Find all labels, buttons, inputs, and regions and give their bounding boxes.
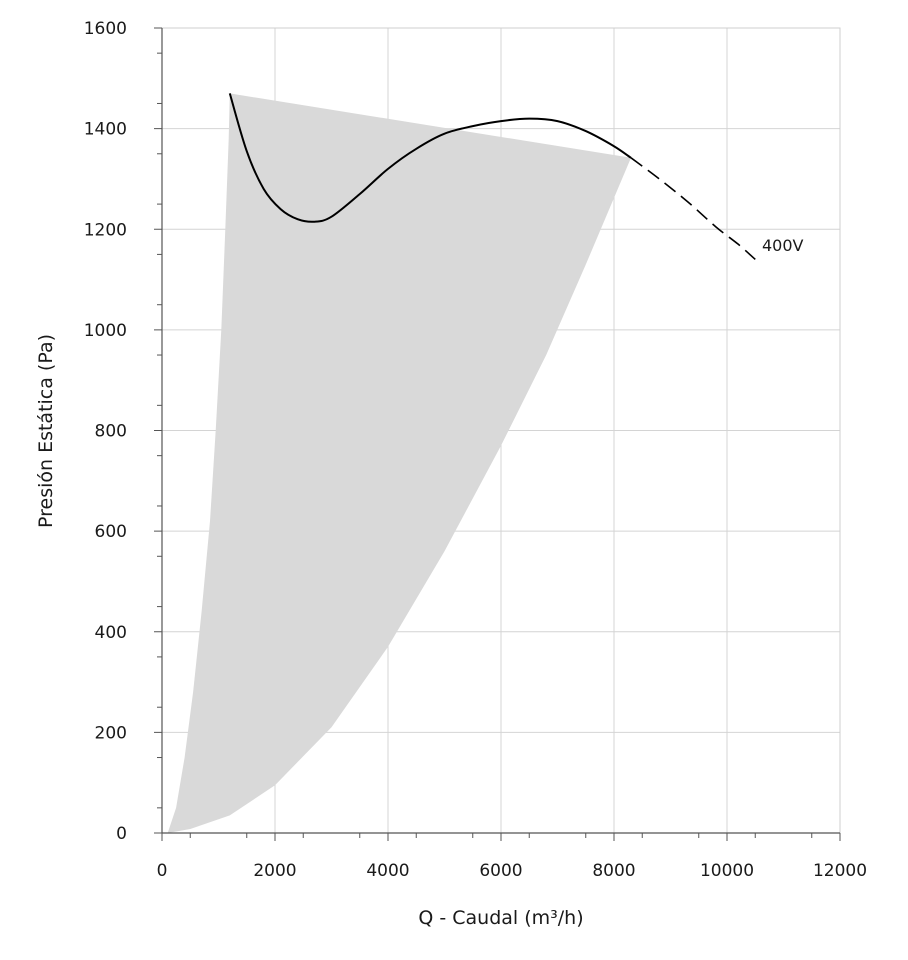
x-tick-label: 0 — [157, 861, 168, 881]
y-axis-title: Presión Estática (Pa) — [35, 334, 57, 528]
y-tick-label: 600 — [95, 522, 127, 542]
y-tick-label: 1400 — [84, 120, 127, 140]
working-area-fill — [167, 93, 631, 833]
y-tick-label: 1600 — [84, 19, 127, 39]
y-tick-label: 1200 — [84, 220, 127, 240]
x-tick-label: 10000 — [700, 861, 754, 881]
y-tick-label: 0 — [116, 824, 127, 844]
y-tick-label: 800 — [95, 422, 127, 442]
x-tick-label: 4000 — [366, 861, 409, 881]
y-axis-ticks: 0 200 400 600 800 1000 1200 1400 1600 — [84, 19, 162, 844]
y-tick-label: 400 — [95, 623, 127, 643]
y-tick-label: 200 — [95, 723, 127, 743]
x-axis-title: Q - Caudal (m³/h) — [418, 907, 583, 929]
series-label-400v: 400V — [762, 236, 804, 255]
working-area — [167, 93, 631, 833]
curve-series — [228, 93, 756, 261]
x-tick-label: 6000 — [479, 861, 522, 881]
x-axis-ticks: 0 2000 4000 6000 8000 10000 12000 — [157, 833, 867, 881]
x-tick-label: 8000 — [592, 861, 635, 881]
series-line-400v-solid — [228, 93, 632, 223]
series-line-400v-dashed — [630, 157, 756, 261]
x-tick-label: 12000 — [813, 861, 867, 881]
y-tick-label: 1000 — [84, 321, 127, 341]
x-tick-label: 2000 — [253, 861, 296, 881]
